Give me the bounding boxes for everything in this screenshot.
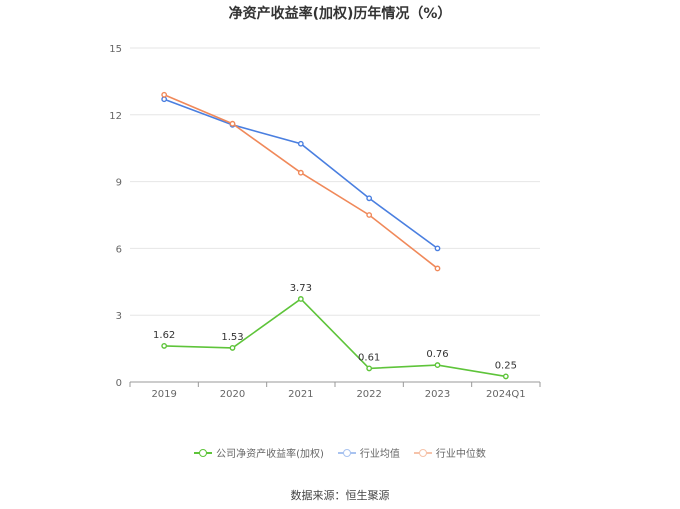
grid-lines <box>130 47 540 316</box>
series-lines <box>161 91 509 380</box>
data-point <box>434 245 441 252</box>
data-point <box>434 265 441 272</box>
y-tick-label: 3 <box>116 311 122 322</box>
data-point <box>366 212 373 218</box>
y-tick-label: 0 <box>116 378 122 389</box>
x-tick-label: 2024Q1 <box>486 389 526 400</box>
data-point <box>229 120 236 127</box>
x-tick-label: 2022 <box>356 389 381 400</box>
y-tick-label: 15 <box>109 44 122 55</box>
series-line-0 <box>164 297 506 378</box>
legend-label-industry-median: 行业中位数 <box>435 449 486 460</box>
legend-swatch-company <box>194 448 213 458</box>
legend-swatch-industry-avg <box>337 448 356 458</box>
x-tick-label: 2019 <box>151 389 176 400</box>
data-point <box>297 140 304 147</box>
data-label: 0.61 <box>358 352 380 363</box>
data-label: 0.76 <box>426 349 448 360</box>
data-label: 1.53 <box>221 332 243 343</box>
data-point <box>161 91 168 98</box>
axes: 0 3 6 9 12 15 2019 2020 2021 2022 2023 2024Q1 <box>109 44 541 400</box>
legend: 公司净资产收益率(加权) 行业均值 行业中位数 <box>0 445 680 460</box>
legend-item-industry-avg[interactable]: 行业均值 <box>337 445 400 460</box>
y-tick-label: 6 <box>116 244 122 255</box>
x-tick-label: 2020 <box>220 389 245 400</box>
data-point <box>366 195 373 202</box>
data-point <box>366 365 373 372</box>
legend-item-industry-median[interactable]: 行业中位数 <box>413 445 486 460</box>
data-point <box>161 343 168 349</box>
legend-label-industry-avg: 行业均值 <box>359 449 400 460</box>
y-tick-label: 9 <box>116 178 122 189</box>
data-labels: 1.62 1.53 3.73 0.61 0.76 0.25 <box>153 283 517 371</box>
data-source: 数据来源：恒生聚源 <box>290 489 390 502</box>
data-point <box>229 345 236 351</box>
chart-title: 净资产收益率(加权)历年情况（%） <box>228 6 452 22</box>
legend-item-company[interactable]: 公司净资产收益率(加权) <box>194 445 324 460</box>
data-label: 1.62 <box>153 330 175 341</box>
data-label: 3.73 <box>290 283 312 294</box>
x-tick-label: 2023 <box>425 389 450 400</box>
data-point <box>434 362 441 368</box>
data-point <box>502 373 509 380</box>
data-point <box>161 96 168 103</box>
data-point <box>297 169 304 176</box>
x-tick-label: 2021 <box>288 389 313 400</box>
legend-swatch-industry-median <box>413 448 432 458</box>
y-tick-label: 12 <box>109 111 122 122</box>
legend-label-company: 公司净资产收益率(加权) <box>216 449 324 460</box>
data-point <box>297 296 304 302</box>
data-label: 0.25 <box>495 360 517 371</box>
